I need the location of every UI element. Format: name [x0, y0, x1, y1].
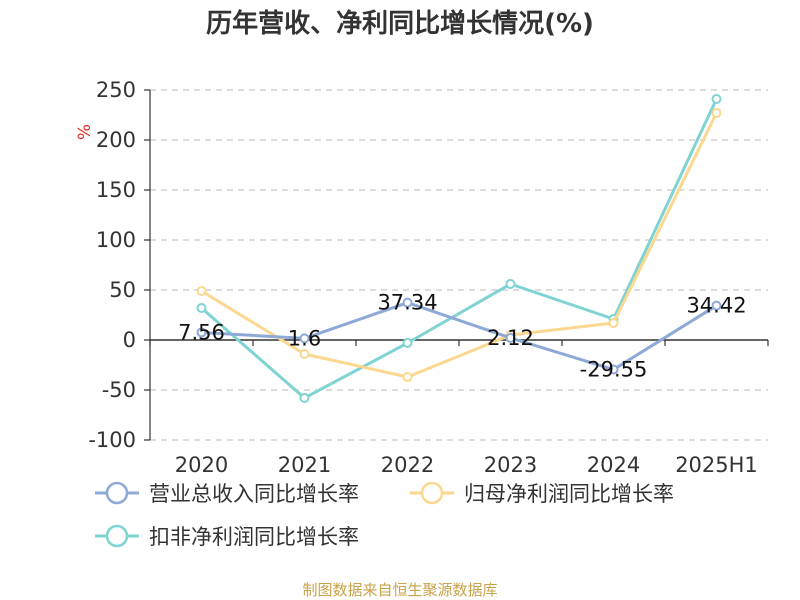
- data-label: -29.55: [580, 358, 648, 382]
- legend-marker-circle: [420, 481, 444, 505]
- data-point: [299, 333, 310, 344]
- x-tick-label: 2022: [381, 453, 434, 477]
- data-point: [608, 364, 619, 375]
- data-point: [608, 318, 619, 328]
- data-point: [299, 349, 310, 359]
- data-point: [299, 393, 310, 403]
- x-tick-label: 2020: [175, 453, 228, 477]
- x-tick-label: 2021: [278, 453, 331, 477]
- data-labels: 7.56 1.6 37.34 2.12 -29.55 34.42: [178, 291, 746, 382]
- series-line: [200, 98, 718, 400]
- data-point: [402, 372, 413, 382]
- data-label: 2.12: [487, 326, 534, 350]
- legend-marker-circle: [105, 524, 129, 548]
- data-point: [505, 279, 516, 289]
- series-line: [201, 301, 718, 372]
- data-source-note: 制图数据来自恒生聚源数据库: [302, 581, 497, 599]
- series-lines: [196, 94, 722, 403]
- x-tick-label: 2024: [587, 453, 640, 477]
- data-point: [196, 327, 207, 338]
- data-label: 34.42: [686, 294, 746, 318]
- y-tick-label: 100: [96, 228, 136, 252]
- y-tick-label: -100: [88, 428, 136, 452]
- data-point: [196, 303, 207, 313]
- data-label: 37.34: [377, 291, 437, 315]
- y-tick-label: 200: [96, 128, 136, 152]
- x-tick-label: 2023: [484, 453, 537, 477]
- axes: 250 200 150 100 50 0 -50 -100 2020 2021 2022 2023 20…: [88, 78, 769, 477]
- data-point: [711, 94, 722, 104]
- y-tick-label: 0: [123, 328, 136, 352]
- data-point: [505, 332, 516, 343]
- data-point: [196, 286, 207, 296]
- series-line: [200, 112, 718, 379]
- chart-title: 历年营收、净利同比增长情况(%): [206, 8, 594, 39]
- y-axis-label: %: [75, 124, 95, 140]
- data-point: [711, 108, 722, 118]
- legend-label: 归母净利润同比增长率: [464, 482, 674, 506]
- legend-label: 扣非净利润同比增长率: [149, 525, 359, 549]
- legend-label: 营业总收入同比增长率: [149, 482, 359, 506]
- data-point: [402, 338, 413, 348]
- y-tick-label: 250: [96, 78, 136, 102]
- data-label: 1.6: [288, 326, 321, 350]
- data-label: 7.56: [178, 320, 225, 344]
- data-point: [402, 297, 413, 308]
- y-tick-label: 150: [96, 178, 136, 202]
- y-tick-label: -50: [102, 378, 136, 402]
- legend-marker-circle: [105, 481, 129, 505]
- data-point: [711, 300, 722, 311]
- y-tick-label: 50: [109, 278, 136, 302]
- x-tick-label: 2025H1: [675, 453, 758, 477]
- gridlines: [150, 89, 768, 441]
